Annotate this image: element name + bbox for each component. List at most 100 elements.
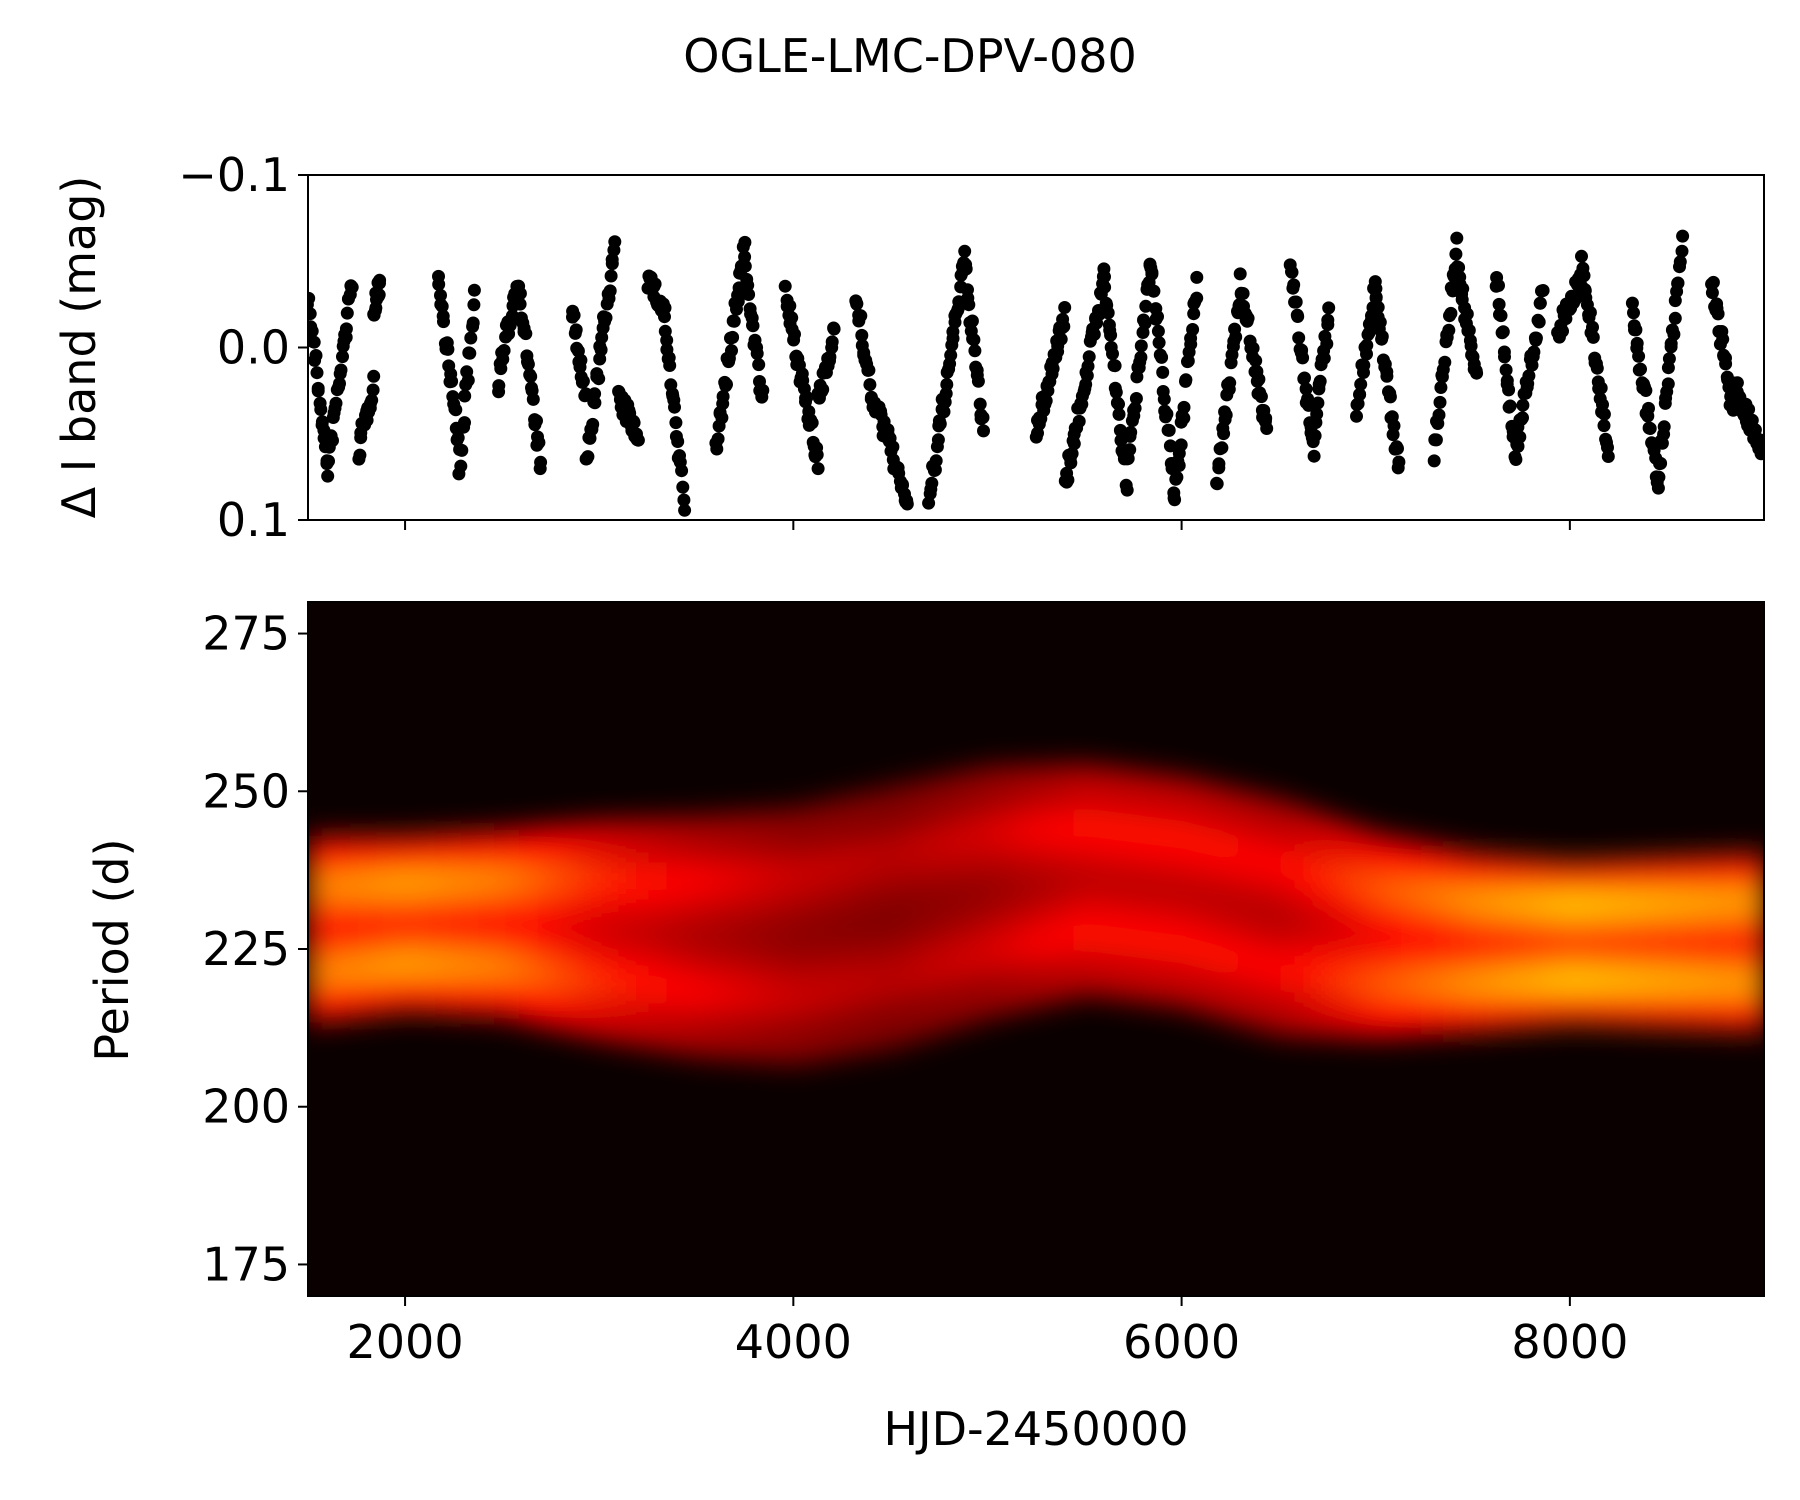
lightcurve-point bbox=[973, 397, 987, 411]
heatmap-cell bbox=[546, 904, 551, 949]
heatmap-cell bbox=[593, 906, 597, 954]
heatmap-cell bbox=[428, 904, 432, 944]
heatmap-cell bbox=[1086, 854, 1090, 905]
heatmap-cell bbox=[1311, 899, 1316, 949]
heatmap-cell bbox=[1554, 924, 1558, 961]
heatmap-cell bbox=[820, 903, 824, 960]
lightcurve-point bbox=[710, 442, 724, 456]
heatmap-cell bbox=[896, 887, 900, 945]
heatmap-cell bbox=[1195, 870, 1199, 921]
lightcurve-point bbox=[1383, 390, 1397, 404]
heatmap-cell bbox=[1626, 924, 1630, 961]
lightcurve-point bbox=[1586, 320, 1599, 334]
heatmap-cell bbox=[1408, 917, 1413, 960]
heatmap-cell bbox=[927, 879, 931, 936]
lightcurve-point bbox=[1101, 306, 1115, 320]
heatmap-cell bbox=[620, 907, 624, 956]
lightcurve-point bbox=[965, 314, 979, 328]
lightcurve-point bbox=[526, 392, 540, 406]
lightcurve-point bbox=[1577, 269, 1591, 283]
heatmap-cell bbox=[655, 908, 659, 959]
heatmap-cell bbox=[589, 905, 593, 953]
lightcurve-point bbox=[524, 370, 538, 383]
lightcurve-point bbox=[365, 393, 379, 407]
heatmap-cell bbox=[1375, 914, 1380, 959]
lightcurve-point bbox=[1287, 278, 1301, 292]
heatmap-cell bbox=[1018, 861, 1022, 915]
heatmap-cell bbox=[581, 905, 586, 953]
heatmap-cell bbox=[1203, 872, 1207, 923]
heatmap-cell bbox=[1534, 924, 1539, 961]
heatmap-cell bbox=[847, 897, 852, 955]
heatmap-cell bbox=[1519, 924, 1523, 962]
heatmap-cell bbox=[1067, 856, 1071, 908]
heatmap-cell bbox=[1352, 908, 1356, 955]
heatmap-cell bbox=[463, 903, 467, 944]
heatmap-cell bbox=[1175, 866, 1180, 917]
heatmap-cell bbox=[1004, 863, 1009, 917]
lightcurve-point bbox=[738, 259, 752, 273]
heatmap-cell bbox=[1360, 910, 1364, 956]
heatmap-cell bbox=[1298, 896, 1302, 947]
lightcurve-point bbox=[900, 497, 914, 511]
heatmap-cell bbox=[737, 909, 741, 964]
heatmap-cell bbox=[317, 909, 322, 950]
lightcurve-point bbox=[1259, 411, 1273, 425]
heatmap-cell bbox=[779, 908, 784, 964]
lightcurve-point bbox=[1138, 316, 1152, 330]
lightcurve-point bbox=[1380, 369, 1394, 383]
heatmap-cell bbox=[960, 871, 964, 928]
heatmap-cell bbox=[981, 866, 985, 922]
heatmap-cell bbox=[1424, 918, 1428, 961]
heatmap-cell bbox=[1665, 924, 1669, 962]
heatmap-cell bbox=[1065, 856, 1069, 908]
heatmap-cell bbox=[962, 871, 966, 927]
heatmap-cell bbox=[1267, 888, 1271, 940]
heatmap-cell bbox=[515, 903, 520, 946]
heatmap-cell bbox=[756, 909, 760, 964]
heatmap-cell bbox=[572, 905, 576, 952]
lightcurve-point bbox=[595, 331, 609, 344]
heatmap-cell bbox=[1562, 924, 1566, 961]
heatmap-cell bbox=[1191, 869, 1195, 920]
lightcurve-point bbox=[862, 363, 876, 377]
heatmap-cell bbox=[488, 903, 492, 944]
lightcurve-point bbox=[1320, 337, 1334, 351]
heatmap-cell bbox=[1404, 917, 1409, 960]
heatmap-cell bbox=[1103, 857, 1108, 908]
heatmap-cell bbox=[391, 905, 395, 944]
lightcurve-point bbox=[532, 436, 546, 449]
lightcurve-point bbox=[1186, 323, 1200, 336]
heatmap-cell bbox=[1707, 923, 1712, 962]
lightcurve-point bbox=[1104, 328, 1118, 342]
heatmap-cell bbox=[898, 886, 902, 944]
heatmap-cell bbox=[531, 904, 535, 948]
heatmap-cell bbox=[1313, 899, 1317, 949]
lightcurve-point bbox=[1139, 299, 1153, 313]
heatmap-cell bbox=[1682, 924, 1686, 962]
heatmap-cell bbox=[1166, 865, 1170, 916]
heatmap-cell bbox=[591, 906, 595, 954]
heatmap-cell bbox=[673, 909, 677, 961]
heatmap-cell bbox=[1270, 889, 1275, 941]
heatmap-cell bbox=[1158, 864, 1162, 915]
heatmap-cell bbox=[1738, 923, 1743, 962]
lightcurve-point bbox=[345, 280, 359, 294]
heatmap-cell bbox=[341, 908, 345, 948]
heatmap-cell bbox=[1593, 924, 1597, 961]
heatmap-cell bbox=[1441, 920, 1446, 961]
heatmap-cell bbox=[659, 908, 663, 960]
heatmap-cell bbox=[1020, 861, 1024, 915]
heatmap-cell bbox=[638, 907, 642, 958]
lightcurve-point bbox=[513, 287, 527, 300]
heatmap-cell bbox=[1069, 856, 1073, 908]
heatmap-cell bbox=[1237, 881, 1242, 933]
heatmap-cell bbox=[834, 900, 838, 957]
heatmap-cell bbox=[1286, 893, 1290, 945]
heatmap-cell bbox=[1243, 882, 1248, 934]
heatmap-cell bbox=[808, 905, 813, 962]
lightcurve-point bbox=[1317, 351, 1331, 365]
lightcurve-y-tick-label: 0.0 bbox=[217, 321, 290, 375]
lightcurve-point bbox=[1233, 267, 1247, 281]
lightcurve-point bbox=[308, 307, 317, 321]
